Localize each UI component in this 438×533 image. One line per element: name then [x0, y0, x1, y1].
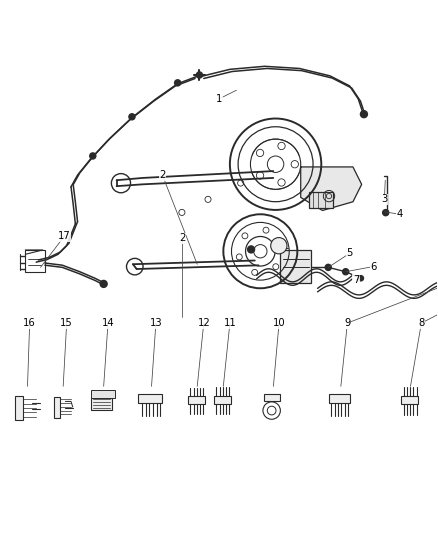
- Text: 6: 6: [370, 262, 377, 271]
- FancyBboxPatch shape: [53, 397, 60, 417]
- FancyBboxPatch shape: [401, 396, 418, 403]
- Polygon shape: [301, 167, 362, 211]
- Circle shape: [196, 72, 202, 78]
- FancyBboxPatch shape: [214, 396, 231, 403]
- Circle shape: [90, 153, 96, 159]
- FancyBboxPatch shape: [15, 396, 23, 420]
- Circle shape: [100, 280, 107, 287]
- Text: 9: 9: [344, 318, 350, 328]
- Text: 11: 11: [223, 318, 236, 328]
- Circle shape: [175, 80, 181, 86]
- Circle shape: [360, 111, 367, 118]
- Text: 3: 3: [381, 194, 388, 204]
- Circle shape: [343, 269, 349, 275]
- Circle shape: [129, 114, 135, 120]
- Text: 5: 5: [346, 248, 353, 259]
- FancyBboxPatch shape: [138, 394, 162, 403]
- Text: 8: 8: [418, 318, 424, 328]
- FancyBboxPatch shape: [92, 390, 116, 398]
- Text: 10: 10: [273, 318, 286, 328]
- Text: 4: 4: [396, 209, 403, 219]
- FancyBboxPatch shape: [280, 250, 311, 282]
- Circle shape: [358, 276, 364, 281]
- Text: 17: 17: [58, 231, 71, 241]
- Text: 14: 14: [102, 318, 114, 328]
- Text: 1: 1: [216, 94, 222, 104]
- Circle shape: [247, 246, 254, 253]
- Text: 2: 2: [179, 233, 185, 243]
- Text: 13: 13: [150, 318, 162, 328]
- FancyBboxPatch shape: [309, 192, 333, 208]
- Text: 9: 9: [344, 318, 350, 328]
- Text: 16: 16: [23, 318, 36, 328]
- Text: 7: 7: [353, 274, 359, 285]
- FancyBboxPatch shape: [187, 396, 205, 403]
- Circle shape: [325, 264, 331, 270]
- Text: 15: 15: [60, 318, 73, 328]
- FancyBboxPatch shape: [91, 398, 113, 410]
- Circle shape: [383, 209, 389, 216]
- Text: 12: 12: [198, 318, 210, 328]
- FancyBboxPatch shape: [264, 393, 280, 401]
- Circle shape: [271, 238, 287, 254]
- Text: 2: 2: [159, 170, 166, 180]
- FancyBboxPatch shape: [328, 394, 350, 403]
